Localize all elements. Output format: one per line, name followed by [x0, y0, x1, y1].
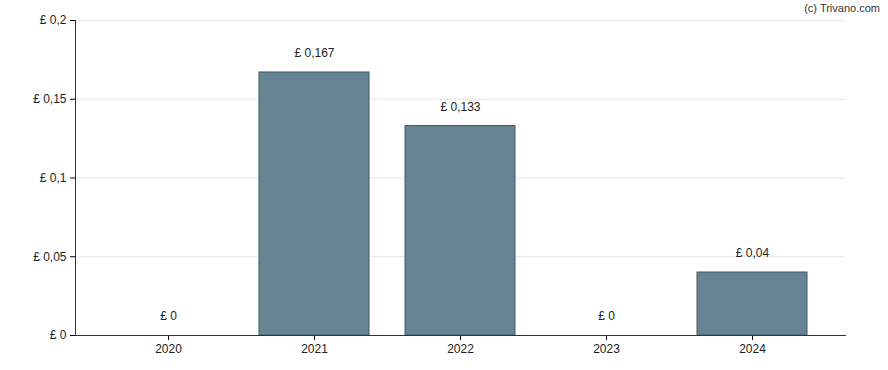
svg-text:2024: 2024 [739, 342, 766, 356]
svg-text:2023: 2023 [593, 342, 620, 356]
svg-text:£ 0: £ 0 [160, 309, 177, 323]
svg-text:2022: 2022 [447, 342, 474, 356]
svg-text:£ 0,133: £ 0,133 [440, 100, 480, 114]
svg-text:£ 0,2: £ 0,2 [40, 13, 67, 27]
svg-text:2021: 2021 [301, 342, 328, 356]
svg-text:2020: 2020 [155, 342, 182, 356]
svg-text:£ 0: £ 0 [50, 328, 67, 342]
svg-text:£ 0,04: £ 0,04 [736, 246, 770, 260]
svg-text:£ 0,15: £ 0,15 [33, 92, 67, 106]
svg-text:£ 0,1: £ 0,1 [40, 171, 67, 185]
html-text:(c) Trivano.com: (c) Trivano.com [804, 2, 880, 14]
svg-text:£ 0,167: £ 0,167 [294, 46, 334, 60]
svg-text:£ 0: £ 0 [598, 309, 615, 323]
svg-text:£ 0,05: £ 0,05 [33, 250, 67, 264]
